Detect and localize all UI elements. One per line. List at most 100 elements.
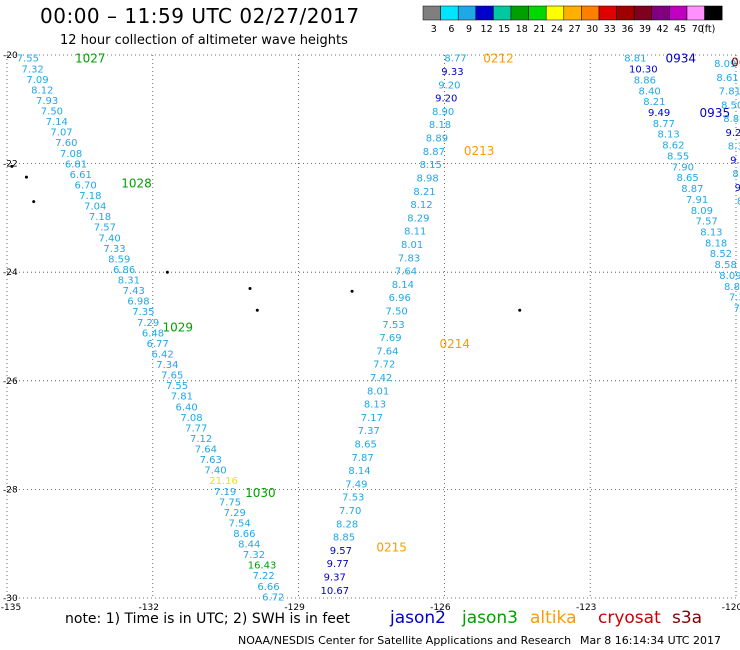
swh-value: 9.49 (648, 108, 670, 119)
swh-value: 8.65 (677, 173, 699, 184)
swh-value: 8.61 (716, 73, 738, 84)
y-tick-label: -26 (3, 377, 18, 387)
pass-time-label: 0215 (376, 540, 407, 554)
legend-label: 30 (586, 24, 598, 35)
swh-value: 8.12 (410, 200, 432, 211)
swh-value: 7.07 (50, 128, 72, 139)
swh-value: 6.72 (262, 592, 284, 603)
swh-value: 8.13 (364, 400, 386, 411)
swh-value: 7.93 (36, 96, 58, 107)
swh-value: 7.32 (22, 64, 44, 75)
swh-value: 7.3 (729, 293, 740, 304)
swh-value: 8.85 (333, 533, 355, 544)
swh-value: 6.48 (142, 328, 164, 339)
swh-value: 8.8 (724, 282, 740, 293)
swh-value: 7.55 (166, 381, 188, 392)
swh-value: 8.14 (392, 280, 414, 291)
color-legend: 3 6 9 12 15 18 21 24 27 30 33 36 39 42 45 70(ft) (422, 5, 723, 35)
swh-value: 8.59 (108, 254, 130, 265)
legend-label: 33 (604, 24, 616, 35)
swh-value: 7.53 (342, 493, 364, 504)
swh-value: 7.19 (214, 487, 236, 498)
swh-value: 7.22 (253, 571, 275, 582)
legend-label: 3 (431, 24, 437, 35)
swh-value: 8.62 (662, 141, 684, 152)
x-tick-label: -135 (1, 603, 21, 613)
y-tick-label: -24 (3, 268, 18, 278)
swh-value: 7.34 (156, 360, 178, 371)
satellite-altika-label: altika (530, 608, 577, 628)
swh-value: 8.01 (401, 240, 423, 251)
swh-value: 7.81 (171, 392, 193, 403)
swh-value: 7.43 (123, 286, 145, 297)
satellite-cryosat-label: cryosat (598, 608, 661, 628)
x-tick-label: -126 (430, 603, 451, 613)
island-marker (10, 164, 14, 168)
credit-text: NOAA/NESDIS Center for Satellite Applica… (238, 634, 572, 647)
swh-value: 16.43 (248, 561, 277, 572)
legend-label: 42 (657, 24, 669, 35)
island-marker (255, 308, 259, 312)
legend-label: 70 (692, 24, 704, 35)
pass-time-label: 0214 (440, 337, 471, 351)
swh-value: 7.64 (395, 267, 417, 278)
swh-value: 6.66 (257, 582, 279, 593)
legend-label: 12 (481, 24, 493, 35)
swh-value: 7.64 (195, 445, 217, 456)
swh-value: 8.01 (367, 386, 389, 397)
legend-label: 18 (516, 24, 528, 35)
island-marker (24, 175, 28, 179)
swh-value: 8.15 (420, 160, 442, 171)
swh-value: 7. (734, 303, 740, 314)
island-marker (32, 200, 36, 204)
pass-time-label: 1028 (121, 177, 152, 191)
page-subtitle: 12 hour collection of altimeter wave hei… (60, 33, 348, 48)
x-tick-label: -129 (284, 603, 305, 613)
pass-time-label: 1030 (245, 486, 276, 500)
swh-value: 8.21 (643, 97, 665, 108)
swh-value: 6.40 (176, 402, 198, 413)
swh-value: 8.81 (624, 54, 646, 65)
swh-value: 7.81 (719, 87, 740, 98)
swh-value: 7.35 (132, 307, 154, 318)
swh-value: 7.90 (672, 162, 694, 173)
swh-value: 7.72 (373, 360, 395, 371)
legend-unit: (ft) (701, 24, 715, 35)
swh-value: 7.50 (386, 306, 408, 317)
swh-value: 7.55 (17, 54, 39, 65)
swh-value: 8.44 (238, 540, 260, 551)
swh-value: 7.42 (370, 373, 392, 384)
island-marker (248, 286, 252, 290)
swh-value: 8.12 (31, 85, 53, 96)
legend-swatch (704, 5, 723, 21)
pass-time-label: 0935 (700, 106, 731, 120)
legend-label: 36 (621, 24, 633, 35)
swh-value: 9.57 (730, 155, 740, 166)
legend-label: 6 (448, 24, 454, 35)
swh-value: 6.81 (65, 159, 87, 170)
legend-label: 9 (466, 24, 472, 35)
swh-value: 7.18 (89, 212, 111, 223)
pass-time-label: 0934 (666, 52, 697, 66)
pass-time-label: 06 (731, 56, 740, 70)
swh-value: 8.30 (737, 197, 740, 208)
swh-value: 8.18 (705, 238, 727, 249)
swh-value: 8.13 (658, 130, 680, 141)
swh-value: 6.96 (389, 293, 411, 304)
swh-value: 8.14 (348, 466, 370, 477)
swh-value: 7.64 (376, 346, 398, 357)
swh-value: 8.86 (723, 114, 740, 125)
page-title: 00:00 – 11:59 UTC 02/27/2017 (40, 4, 360, 28)
swh-value: 7.60 (55, 138, 77, 149)
swh-value: 7.50 (41, 107, 63, 118)
swh-value: 7.83 (398, 253, 420, 264)
swh-value: 10.67 (320, 586, 349, 597)
swh-value: 7.57 (696, 217, 718, 228)
legend-label: 24 (551, 24, 563, 35)
island-marker (165, 270, 169, 274)
legend-label: 39 (639, 24, 651, 35)
swh-value: 8.90 (432, 107, 454, 118)
x-tick-label: -123 (576, 603, 596, 613)
swh-value: 7.65 (161, 371, 183, 382)
swh-value: 8.52 (710, 249, 732, 260)
